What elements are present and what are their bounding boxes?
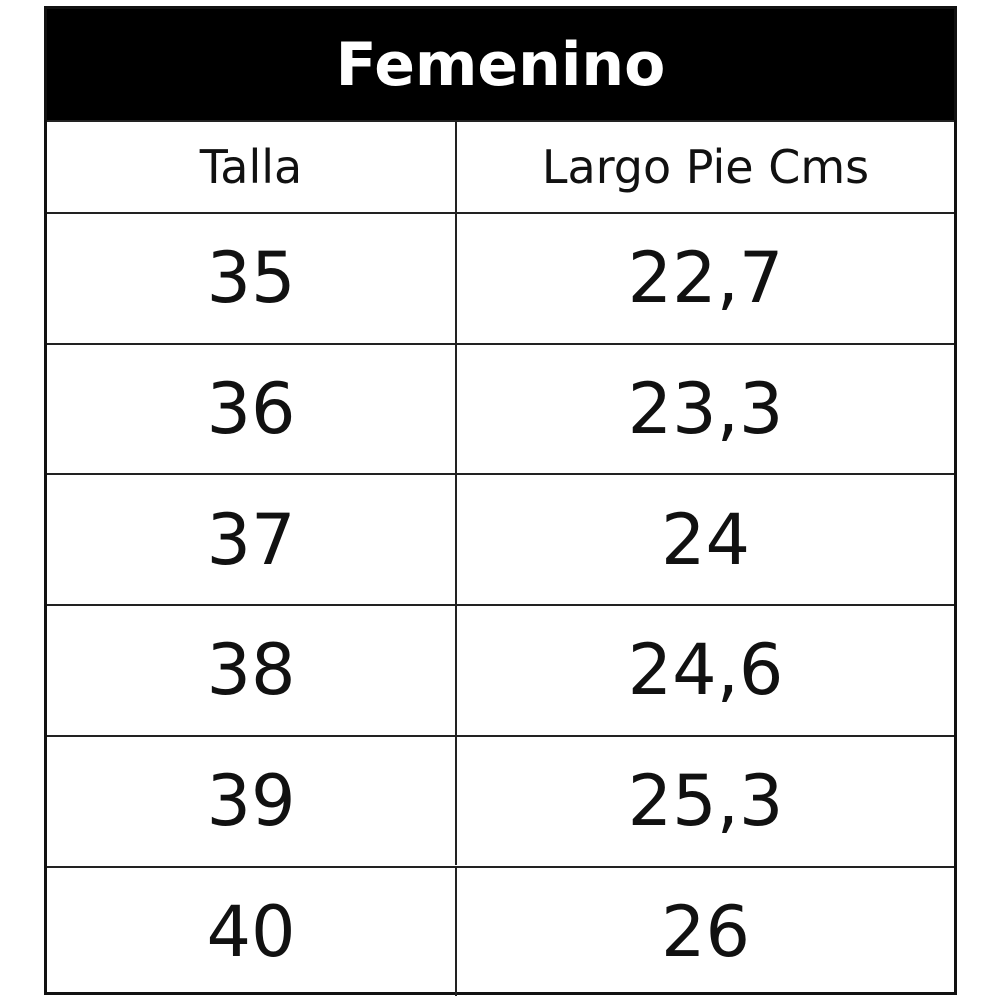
- size-cell: 39: [47, 736, 457, 866]
- size-table: Femenino Talla Largo Pie Cms 35 22,7 36 23,…: [44, 6, 957, 997]
- size-cell: 38: [47, 606, 457, 735]
- foot-length-cell: 24: [660, 498, 751, 581]
- size-cell: 37: [47, 475, 457, 605]
- column-header-talla: Talla: [47, 122, 457, 212]
- foot-length-cell: 26: [660, 890, 751, 973]
- size-cell: 35: [47, 214, 457, 343]
- foot-length-cell: 25,3: [627, 760, 784, 843]
- column-header-largo: Largo Pie Cms: [541, 140, 870, 194]
- size-cell: 40: [47, 867, 457, 997]
- size-cell: 36: [47, 344, 457, 474]
- table-row: 38 24,6: [47, 604, 954, 735]
- table-row: 35 22,7: [47, 212, 954, 343]
- foot-length-cell: 23,3: [627, 368, 784, 451]
- table-row: 37 24: [47, 473, 954, 605]
- foot-length-cell: 24,6: [627, 629, 784, 712]
- foot-length-cell: 22,7: [627, 237, 784, 320]
- table-row: 36 23,3: [47, 342, 954, 474]
- table-row: 40 26: [47, 865, 954, 997]
- table-row: 39 25,3: [47, 734, 954, 866]
- table-title: Femenino: [47, 9, 954, 120]
- header-row: Talla Largo Pie Cms: [47, 120, 954, 212]
